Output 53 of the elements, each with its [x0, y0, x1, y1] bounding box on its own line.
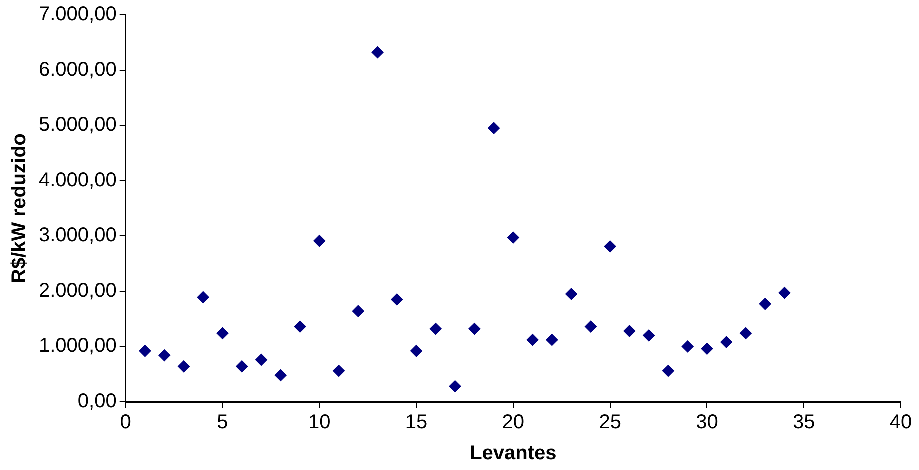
point — [624, 325, 636, 338]
point — [682, 340, 694, 353]
point — [274, 369, 287, 382]
point — [391, 294, 404, 306]
x-tick-label: 35 — [792, 412, 816, 434]
point — [740, 327, 752, 340]
point — [720, 336, 733, 348]
point — [178, 360, 190, 373]
point — [197, 292, 210, 304]
point — [701, 342, 714, 355]
x-tick-label: 5 — [217, 412, 228, 434]
point — [526, 334, 539, 346]
x-tick-label: 30 — [696, 412, 718, 434]
point — [314, 235, 326, 248]
x-axis-title: Levantes — [470, 442, 557, 465]
point — [256, 354, 268, 366]
y-tick-label: 5.000,00 — [38, 114, 117, 136]
point — [294, 320, 306, 333]
y-tick-label: 6.000,00 — [38, 58, 117, 81]
y-axis-title: R$/kW reduzido — [8, 133, 31, 284]
point — [139, 345, 152, 358]
point — [759, 298, 772, 310]
x-tick-label: 10 — [308, 412, 331, 434]
point — [333, 365, 346, 378]
x-tick-label: 20 — [502, 412, 525, 434]
point — [372, 46, 384, 59]
point — [449, 380, 462, 393]
point — [546, 334, 558, 346]
x-tick-label: 0 — [120, 412, 132, 434]
point — [410, 345, 423, 358]
point — [236, 360, 248, 373]
y-tick-label: 0,00 — [78, 390, 117, 413]
y-tick-label: 3.000,00 — [38, 224, 117, 247]
x-tick-label: 15 — [405, 412, 428, 434]
point — [430, 323, 442, 336]
point — [643, 330, 656, 342]
y-tick-label: 2.000,00 — [38, 280, 117, 302]
y-tick-label: 1.000,00 — [38, 335, 117, 358]
point — [604, 240, 616, 253]
point — [158, 350, 171, 362]
x-tick-label: 40 — [890, 412, 912, 434]
point — [778, 287, 791, 300]
y-tick-label: 4.000,00 — [38, 169, 117, 192]
point — [468, 323, 481, 336]
point — [662, 365, 674, 378]
point — [216, 327, 229, 340]
point — [507, 232, 520, 244]
point — [488, 122, 500, 134]
x-tick-label: 25 — [599, 412, 622, 434]
point — [584, 320, 597, 333]
y-tick-label: 7.000,00 — [38, 4, 117, 26]
point — [566, 288, 578, 300]
point — [352, 305, 364, 318]
